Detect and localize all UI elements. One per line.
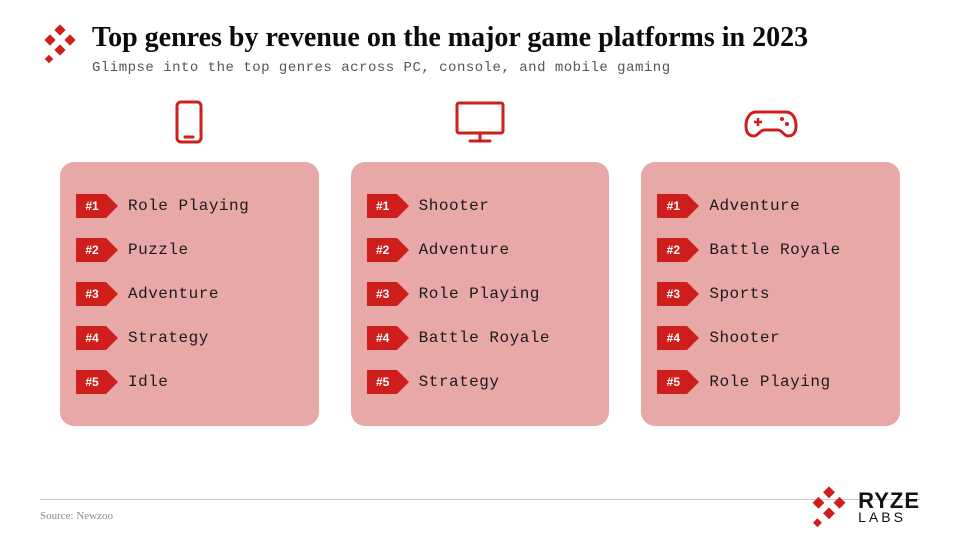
rank-tag: #1 — [657, 194, 687, 218]
platform-column-pc: #1 Shooter #2 Adventure #3 Role Playing … — [351, 100, 610, 426]
rank-tag: #1 — [367, 194, 397, 218]
header: Top genres by revenue on the major game … — [0, 0, 960, 84]
rank-tag: #3 — [76, 282, 106, 306]
genre-label: Shooter — [709, 329, 780, 347]
monitor-icon — [454, 100, 506, 144]
genre-label: Puzzle — [128, 241, 189, 259]
genre-row: #4 Strategy — [76, 320, 303, 356]
genre-label: Shooter — [419, 197, 490, 215]
page-subtitle: Glimpse into the top genres across PC, c… — [92, 60, 920, 76]
genre-label: Sports — [709, 285, 770, 303]
genre-label: Role Playing — [128, 197, 249, 215]
genre-row: #5 Strategy — [367, 364, 594, 400]
genre-row: #3 Adventure — [76, 276, 303, 312]
genre-card-mobile: #1 Role Playing #2 Puzzle #3 Adventure #… — [60, 162, 319, 426]
genre-label: Adventure — [419, 241, 510, 259]
genre-row: #2 Adventure — [367, 232, 594, 268]
genre-row: #5 Idle — [76, 364, 303, 400]
rank-tag: #5 — [367, 370, 397, 394]
rank-tag: #2 — [657, 238, 687, 262]
mobile-icon — [175, 100, 203, 144]
rank-tag: #2 — [367, 238, 397, 262]
gamepad-icon — [742, 100, 800, 144]
rank-tag: #3 — [657, 282, 687, 306]
genre-row: #1 Shooter — [367, 188, 594, 224]
genre-row: #1 Role Playing — [76, 188, 303, 224]
genre-row: #3 Role Playing — [367, 276, 594, 312]
genre-label: Battle Royale — [419, 329, 550, 347]
genre-row: #1 Adventure — [657, 188, 884, 224]
page-title: Top genres by revenue on the major game … — [92, 22, 920, 54]
genre-row: #2 Puzzle — [76, 232, 303, 268]
genre-row: #4 Battle Royale — [367, 320, 594, 356]
ryze-mark-icon — [40, 24, 80, 64]
genre-label: Role Playing — [419, 285, 540, 303]
genre-label: Adventure — [128, 285, 219, 303]
rank-tag: #3 — [367, 282, 397, 306]
brand-logo-small — [40, 24, 80, 69]
rank-tag: #5 — [657, 370, 687, 394]
platform-column-mobile: #1 Role Playing #2 Puzzle #3 Adventure #… — [60, 100, 319, 426]
genre-label: Battle Royale — [709, 241, 840, 259]
genre-label: Adventure — [709, 197, 800, 215]
genre-row: #2 Battle Royale — [657, 232, 884, 268]
genre-card-console: #1 Adventure #2 Battle Royale #3 Sports … — [641, 162, 900, 426]
genre-label: Strategy — [419, 373, 500, 391]
rank-tag: #1 — [76, 194, 106, 218]
brand-logo-large: RYZE LABS — [808, 486, 920, 528]
platform-column-console: #1 Adventure #2 Battle Royale #3 Sports … — [641, 100, 900, 426]
rank-tag: #4 — [76, 326, 106, 350]
genre-label: Idle — [128, 373, 168, 391]
source-label: Source: Newzoo — [40, 510, 113, 522]
genre-card-pc: #1 Shooter #2 Adventure #3 Role Playing … — [351, 162, 610, 426]
genre-row: #4 Shooter — [657, 320, 884, 356]
footer-divider — [40, 499, 920, 500]
genre-row: #5 Role Playing — [657, 364, 884, 400]
genre-label: Role Playing — [709, 373, 830, 391]
rank-tag: #4 — [657, 326, 687, 350]
rank-tag: #2 — [76, 238, 106, 262]
platform-panels: #1 Role Playing #2 Puzzle #3 Adventure #… — [0, 84, 960, 426]
footer: Source: Newzoo RYZE LABS — [40, 499, 920, 524]
brand-wordmark: RYZE LABS — [858, 491, 920, 523]
genre-row: #3 Sports — [657, 276, 884, 312]
ryze-mark-icon — [808, 486, 850, 528]
genre-label: Strategy — [128, 329, 209, 347]
rank-tag: #4 — [367, 326, 397, 350]
rank-tag: #5 — [76, 370, 106, 394]
